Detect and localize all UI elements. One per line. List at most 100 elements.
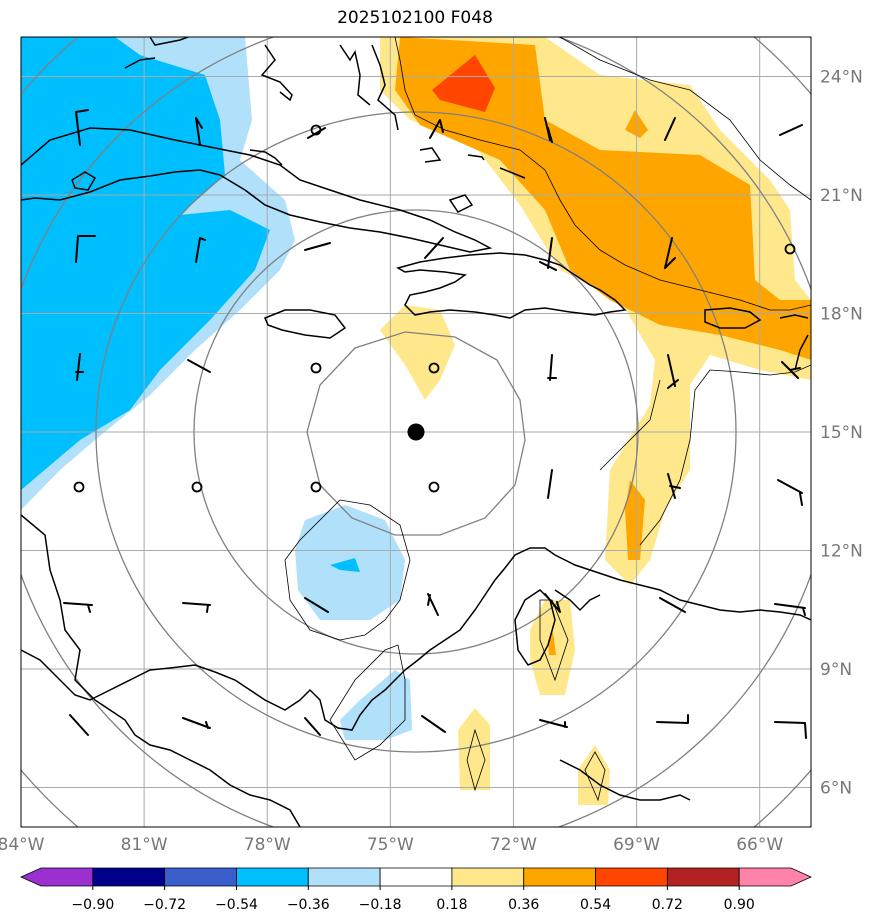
wind-barb	[69, 714, 89, 736]
wind-barb	[547, 469, 553, 499]
wind-barb	[424, 237, 444, 259]
coastline-florida	[149, 37, 189, 46]
coastline-south-am-1	[559, 759, 691, 801]
wind-barb	[659, 597, 686, 613]
latitude-tick-label: 21°N	[820, 186, 863, 206]
longitude-tick-label: 66°W	[736, 835, 783, 855]
calm-wind-markers	[73, 124, 796, 493]
storm-center-marker	[407, 423, 425, 441]
coastline-colombia	[404, 547, 811, 671]
wind-barb	[544, 593, 561, 613]
wind-barb	[421, 715, 446, 733]
longitude-tick-label: 84°W	[0, 835, 45, 855]
wind-barb	[182, 717, 211, 729]
coastline-bahamas-1	[260, 44, 293, 102]
colorbar-swatch	[92, 867, 166, 887]
colorbar-swatch	[595, 867, 668, 887]
wind-barb	[779, 124, 803, 136]
longitude-tick-label: 75°W	[367, 835, 414, 855]
contour-east	[559, 37, 811, 201]
coastline-bahamas-3	[371, 44, 399, 131]
colorbar-label: 0.72	[652, 897, 683, 913]
wind-barb	[781, 361, 801, 379]
wind-barb	[63, 602, 93, 613]
coastline-bahamas-5	[249, 149, 283, 166]
wind-barb	[667, 473, 681, 499]
calm-wind-circle	[191, 481, 203, 493]
calm-wind-circle	[784, 243, 796, 255]
latitude-labels: 24°N 21°N 18°N 15°N 12°N 9°N 6°N	[820, 68, 863, 799]
colorbar-label: −0.72	[143, 897, 186, 913]
coastline-cuba	[21, 127, 493, 253]
range-ring-3	[95, 111, 737, 753]
wind-barb	[664, 237, 676, 269]
colorbar-swatch	[379, 867, 453, 887]
wind-barb	[539, 719, 568, 728]
coastline-hispaniola	[396, 252, 627, 319]
latitude-tick-label: 24°N	[820, 68, 863, 88]
thin-contours	[284, 37, 811, 802]
calm-wind-circle	[310, 362, 322, 374]
wind-barb	[195, 237, 206, 263]
colorbar-swatch	[738, 867, 812, 887]
colorbar-swatch	[236, 867, 309, 887]
latitude-tick-label: 15°N	[820, 423, 863, 443]
wind-barb	[547, 354, 557, 381]
contour-north	[394, 37, 811, 311]
coastlines	[21, 37, 811, 827]
wind-barb	[304, 242, 331, 251]
negative-anomaly-shading	[21, 37, 412, 740]
longitude-tick-label: 72°W	[490, 835, 537, 855]
wind-barb	[667, 354, 679, 389]
map-frame	[20, 36, 812, 828]
latitude-tick-label: 9°N	[820, 660, 852, 680]
colorbar-label: −0.36	[287, 897, 330, 913]
latitude-tick-label: 12°N	[820, 542, 863, 562]
coastline-bahamas-8	[499, 167, 526, 179]
contour-south-1	[284, 499, 411, 641]
coastline-central-america	[21, 514, 301, 827]
wind-barb	[182, 602, 211, 613]
contour-right	[639, 364, 811, 546]
wind-barb	[427, 593, 439, 616]
wind-barb	[544, 117, 553, 143]
coastline-isla-juventud	[71, 171, 97, 191]
latitude-tick-label: 6°N	[820, 779, 852, 799]
coastline-bahamas-9	[419, 147, 442, 163]
wind-barb	[664, 117, 676, 141]
negative-light-region	[340, 670, 412, 740]
range-ring-inner	[306, 331, 526, 536]
calm-wind-circle	[73, 481, 85, 493]
positive-mid-region	[625, 480, 645, 560]
calm-wind-circle	[310, 124, 322, 136]
calm-wind-circle	[428, 362, 440, 374]
wind-barb	[304, 717, 321, 736]
wind-barb	[304, 597, 329, 613]
colorbar: −0.90 −0.72 −0.54 −0.36 −0.18 0.18 0.36 0.54 0.7…	[20, 867, 812, 913]
wind-barb	[774, 721, 807, 739]
colorbar-label: −0.18	[359, 897, 402, 913]
colorbar-swatch	[164, 867, 237, 887]
coastline-venezuela-north	[554, 589, 601, 612]
longitude-tick-label: 78°W	[244, 835, 291, 855]
wind-barb	[195, 117, 203, 146]
coastline-bahamas-4	[124, 57, 156, 69]
longitude-tick-label: 69°W	[613, 835, 660, 855]
contour-south-4	[584, 751, 606, 802]
negative-mid-region	[330, 558, 360, 572]
contour-right-low	[599, 379, 661, 471]
coastline-central-america-east	[21, 649, 406, 731]
latitude-tick-label: 18°N	[820, 305, 863, 325]
coastline-bahamas-6	[448, 194, 474, 213]
map-title: 2025102100 F048	[337, 8, 493, 28]
colorbar-label: −0.54	[215, 897, 258, 913]
colorbar-swatch	[20, 867, 94, 887]
wind-barb	[187, 359, 211, 373]
colorbar-label: 0.18	[436, 897, 467, 913]
wind-barb	[75, 235, 96, 263]
longitude-labels: 84°W 81°W 78°W 75°W 72°W 69°W 66°W	[0, 835, 783, 855]
colorbar-label: 0.36	[508, 897, 539, 913]
coastline-bahamas-2	[339, 44, 371, 106]
colorbar-label: 0.54	[580, 897, 611, 913]
